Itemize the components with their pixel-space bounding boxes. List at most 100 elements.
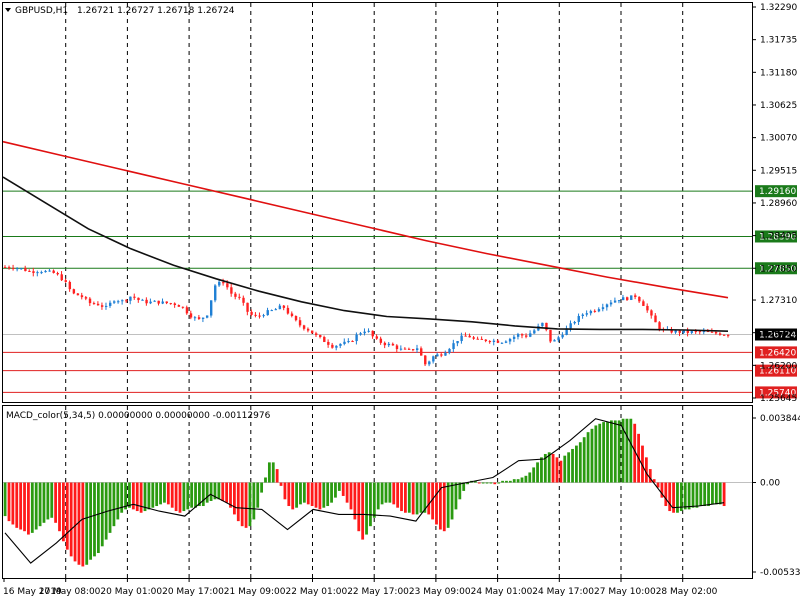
y-tick-label: 1.25645 <box>760 394 797 404</box>
candle-body <box>89 299 91 303</box>
macd-bar <box>408 483 411 513</box>
macd-bar <box>241 483 244 527</box>
macd-bar <box>365 483 368 535</box>
macd-bar <box>276 469 279 482</box>
macd-bar <box>237 483 240 522</box>
candle-body <box>448 349 450 353</box>
macd-bar <box>27 483 30 535</box>
candle-body <box>658 322 660 329</box>
macd-bar <box>256 483 259 508</box>
candle-body <box>384 343 386 345</box>
candle-body <box>509 339 511 342</box>
candle-body <box>194 317 196 318</box>
candle-body <box>121 300 123 301</box>
x-tick-label: 20 May 17:00 <box>162 587 224 597</box>
y-tick-label: 1.30625 <box>760 101 797 111</box>
macd-bar <box>291 483 294 510</box>
macd-y-tick-label: 0.00 <box>760 479 780 489</box>
candle-body <box>186 307 188 313</box>
candle-body <box>424 356 426 365</box>
macd-bar <box>392 483 395 505</box>
candle-body <box>113 301 115 302</box>
macd-bar <box>23 483 26 532</box>
macd-bar <box>140 483 143 513</box>
candle-body <box>380 339 382 343</box>
candle-body <box>432 356 434 361</box>
macd-bar <box>400 483 403 512</box>
candle-body <box>279 306 281 310</box>
candle-body <box>190 313 192 317</box>
macd-bar <box>252 483 255 520</box>
macd-bar <box>35 483 38 530</box>
candle-body <box>485 340 487 341</box>
candle-body <box>711 332 713 333</box>
macd-bar <box>699 483 702 506</box>
candle-body <box>65 280 67 282</box>
macd-bar <box>155 483 158 506</box>
macd-bar <box>194 483 197 508</box>
candle-body <box>452 343 454 349</box>
macd-bar <box>369 483 372 527</box>
macd-bar <box>591 429 594 483</box>
macd-bar <box>602 422 605 482</box>
macd-bar <box>167 483 170 505</box>
candle-body <box>145 300 147 303</box>
candle-body <box>283 306 285 308</box>
macd-bar <box>509 481 512 483</box>
candle-body <box>347 341 349 342</box>
candle-body <box>569 323 571 328</box>
candle-body <box>93 303 95 304</box>
candle-body <box>61 274 63 280</box>
macd-bar <box>4 483 7 517</box>
macd-bar <box>303 483 306 503</box>
macd-bar <box>664 483 667 506</box>
y-tick-label: 1.26755 <box>760 329 797 339</box>
macd-bar <box>695 483 698 508</box>
macd-bar <box>31 483 34 533</box>
candle-body <box>489 341 491 342</box>
macd-bar <box>567 452 570 482</box>
candle-body <box>109 303 111 306</box>
candle-body <box>24 268 26 271</box>
candle-body <box>315 333 317 335</box>
macd-bar <box>703 483 706 506</box>
candle-body <box>557 337 559 340</box>
macd-bar <box>233 483 236 515</box>
macd-bar <box>54 483 57 523</box>
candle-body <box>687 331 689 333</box>
macd-bar <box>524 476 527 483</box>
candle-body <box>436 354 438 356</box>
candle-body <box>4 267 6 268</box>
y-tick-label: 1.28405 <box>760 232 797 242</box>
macd-bar <box>427 483 430 515</box>
candle-body <box>85 297 87 298</box>
candle-body <box>598 309 600 311</box>
macd-bar <box>563 456 566 483</box>
macd-bar <box>93 483 96 557</box>
candle-body <box>464 336 466 337</box>
macd-bar <box>626 419 629 483</box>
macd-bar <box>486 483 489 484</box>
macd-bar <box>719 483 722 505</box>
y-tick-label: 1.29515 <box>760 166 797 176</box>
candle-body <box>101 305 103 307</box>
candle-body <box>501 343 503 344</box>
candle-body <box>626 297 628 300</box>
candle-body <box>254 315 256 316</box>
macd-bar <box>711 483 714 505</box>
macd-bar <box>377 483 380 510</box>
macd-bar <box>521 477 524 482</box>
macd-bar <box>62 483 65 542</box>
macd-bar <box>182 483 185 512</box>
macd-bar <box>151 483 154 508</box>
candle-body <box>646 306 648 310</box>
macd-bar <box>124 483 127 510</box>
macd-bar <box>342 483 345 496</box>
candle-body <box>521 334 523 335</box>
macd-bar <box>536 462 539 482</box>
candle-body <box>578 316 580 322</box>
macd-bar <box>210 483 213 501</box>
candle-body <box>715 332 717 333</box>
candle-body <box>529 333 531 336</box>
